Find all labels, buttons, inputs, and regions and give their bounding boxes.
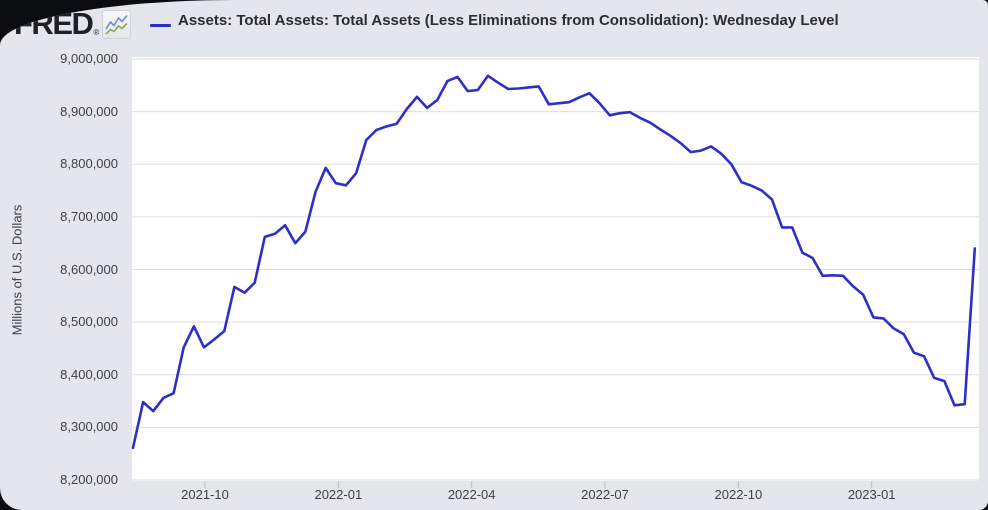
x-tick-label: 2022-01 bbox=[314, 487, 363, 502]
y-tick-label: 9,000,000 bbox=[60, 51, 118, 66]
x-tick-label: 2022-07 bbox=[581, 487, 629, 502]
fred-logo[interactable]: FRED ® bbox=[14, 6, 132, 41]
registered-trademark: ® bbox=[93, 28, 100, 37]
y-tick-label: 8,500,000 bbox=[60, 314, 118, 330]
series-legend-swatch bbox=[150, 24, 171, 27]
y-tick-label: 8,300,000 bbox=[60, 419, 118, 435]
chart-title: Assets: Total Assets: Total Assets (Less… bbox=[178, 12, 839, 29]
sparkline-icon bbox=[102, 9, 132, 39]
series-line[interactable] bbox=[131, 74, 977, 450]
x-tick-label: 2022-10 bbox=[714, 487, 763, 502]
y-tick-label: 8,200,000 bbox=[60, 472, 118, 487]
x-tick-label: 2023-01 bbox=[847, 487, 896, 502]
y-tick-label: 8,900,000 bbox=[60, 103, 118, 119]
y-tick-label: 8,400,000 bbox=[60, 366, 118, 382]
y-tick-label: 8,800,000 bbox=[60, 156, 118, 172]
x-tick-label: 2021-10 bbox=[181, 487, 229, 502]
y-tick-label: 8,700,000 bbox=[60, 208, 118, 224]
fred-logo-text: FRED bbox=[14, 6, 94, 41]
y-tick-label: 8,600,000 bbox=[60, 261, 118, 277]
x-tick-label: 2022-04 bbox=[447, 487, 496, 502]
